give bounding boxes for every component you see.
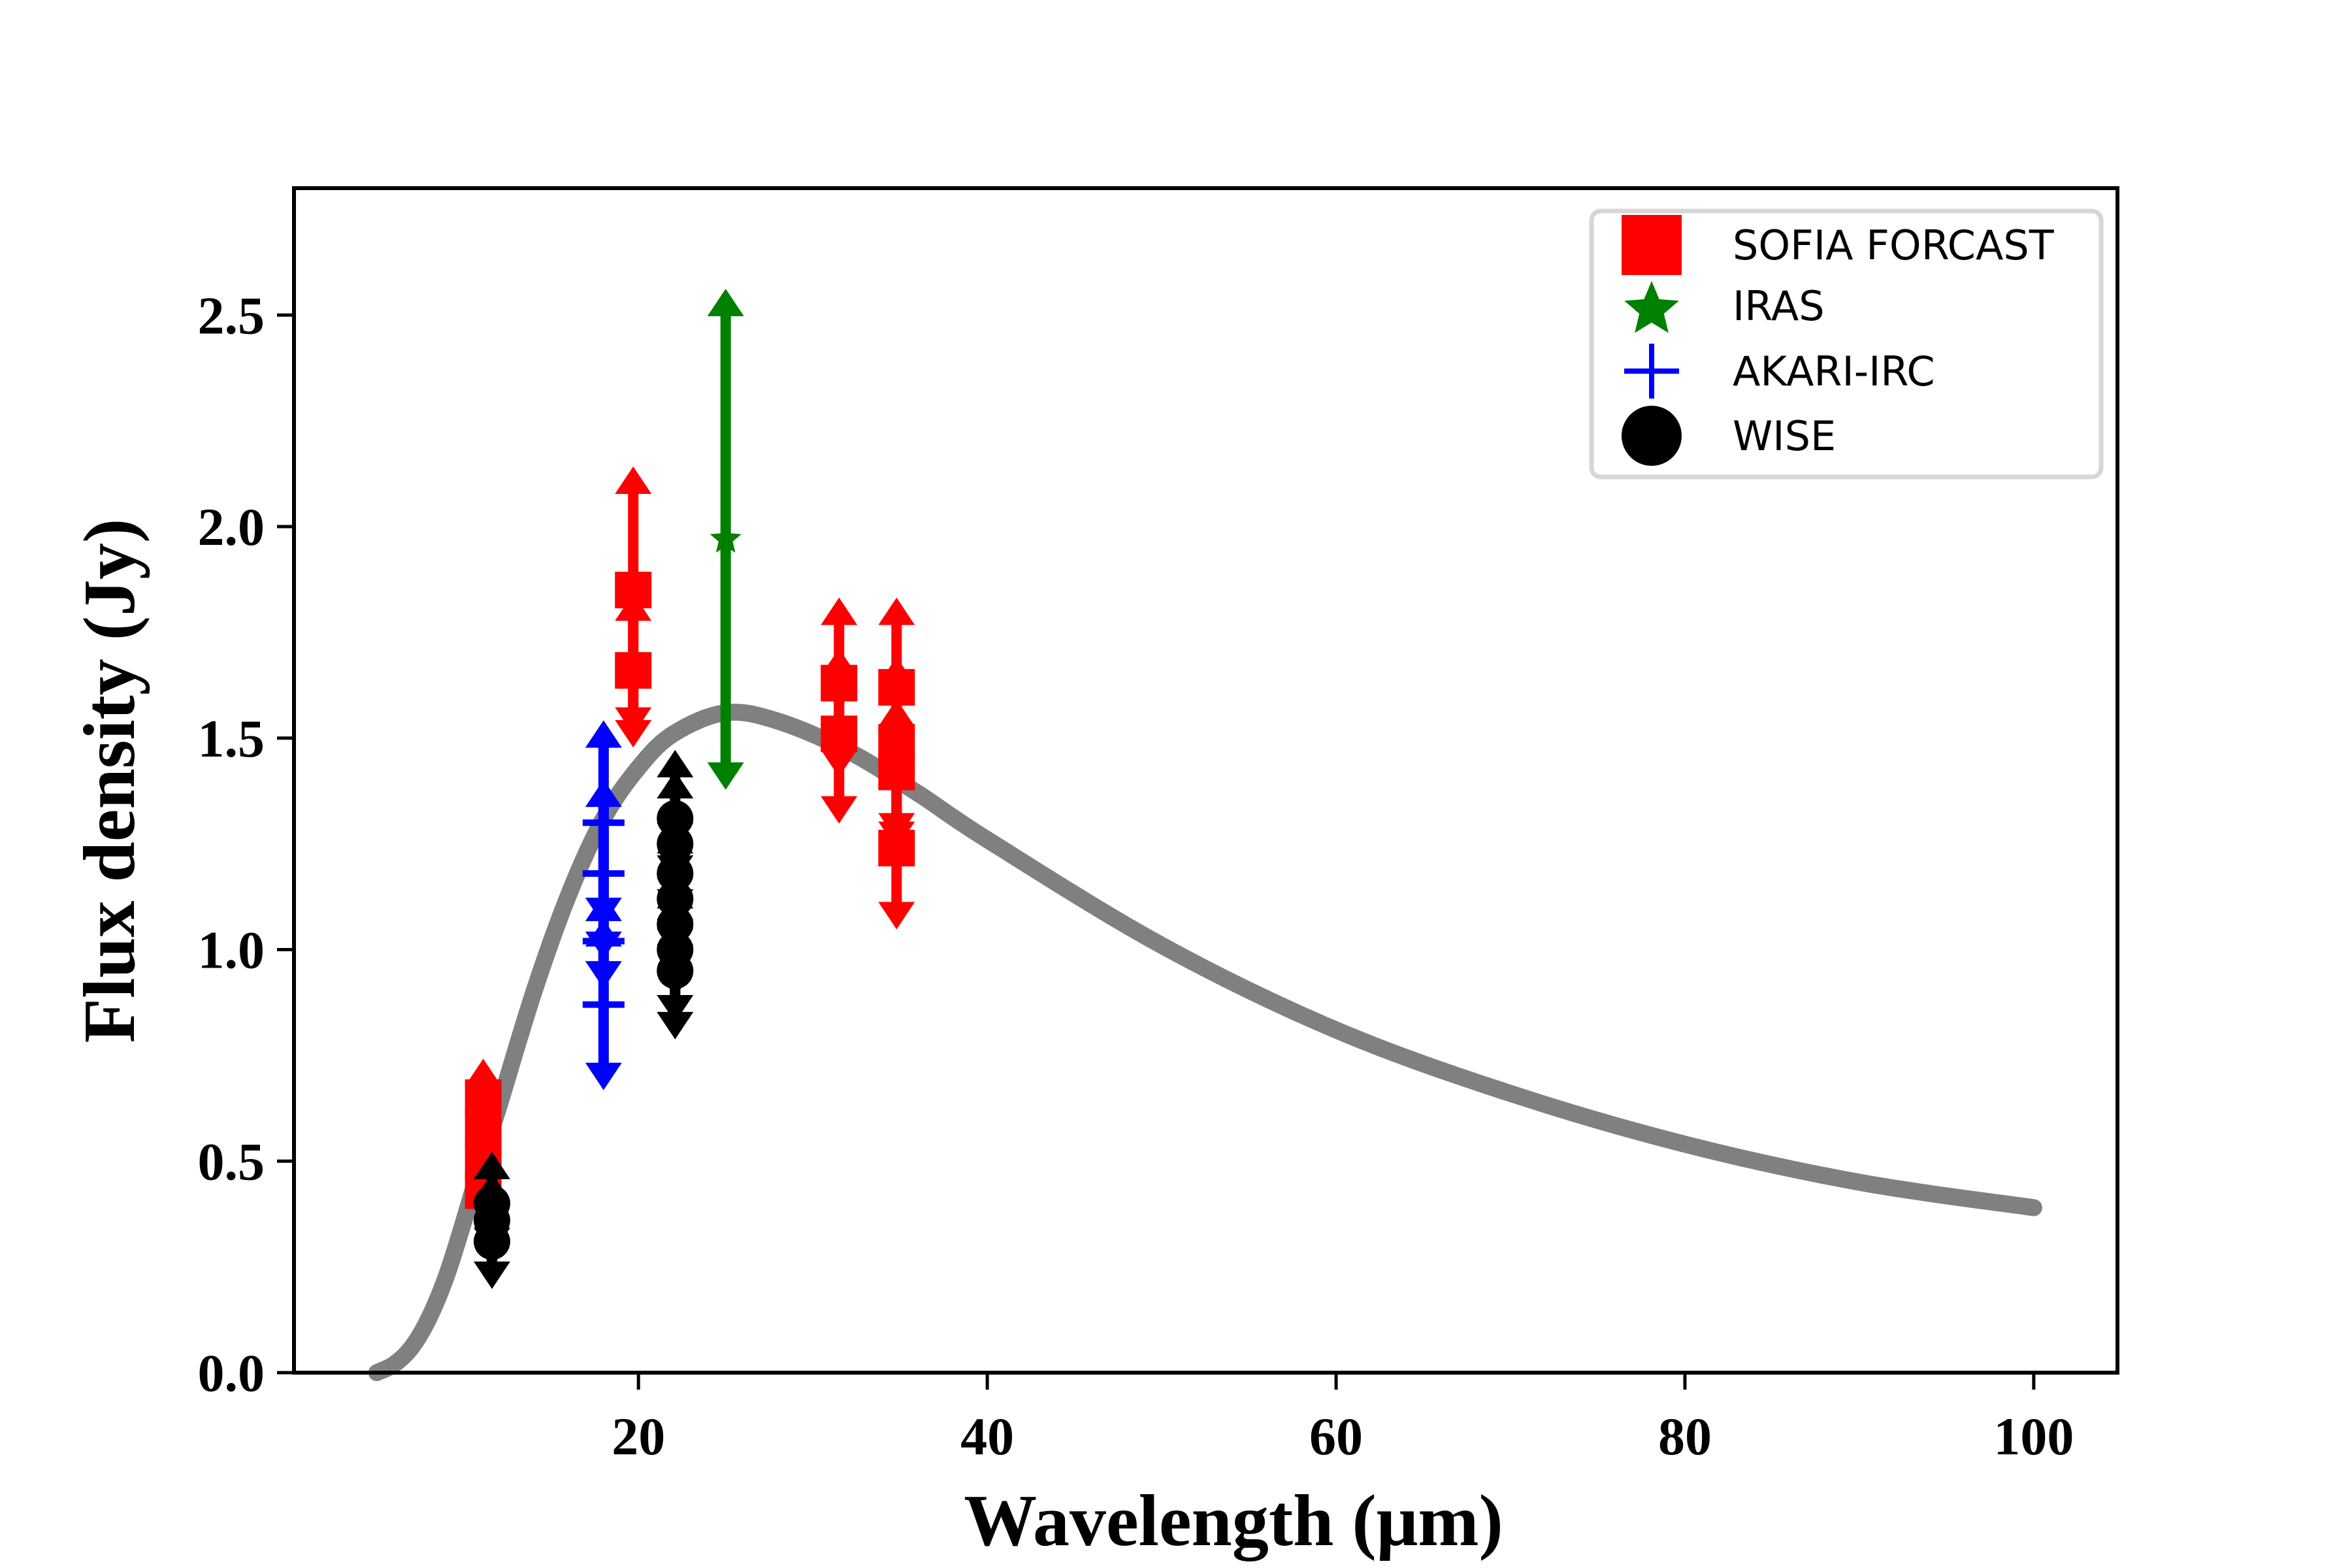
data-marker-square — [878, 830, 915, 867]
upper-limit-arrow — [878, 597, 915, 625]
x-tick-label: 60 — [1309, 1407, 1363, 1466]
x-tick-label: 100 — [1993, 1407, 2074, 1466]
upper-limit-arrow — [707, 289, 744, 316]
upper-limit-arrow — [473, 1173, 510, 1201]
upper-limit-arrow — [657, 826, 694, 854]
y-tick-label: 0.5 — [198, 1132, 265, 1191]
data-point-sofia-forcast — [821, 648, 858, 824]
upper-limit-arrow — [615, 593, 652, 621]
upper-limit-arrow — [465, 1088, 502, 1116]
legend-star-icon — [1624, 281, 1679, 333]
legend-item-wise: WISE — [1622, 406, 1836, 466]
upper-limit-arrow — [657, 881, 694, 909]
legend-item-sofia-forcast: SOFIA FORCAST — [1622, 215, 2055, 275]
data-marker-circle — [657, 952, 694, 989]
y-tick-label: 1.0 — [198, 921, 265, 980]
legend: SOFIA FORCAST IRAS AKARI-IRC WISE — [1589, 208, 2104, 480]
lower-limit-arrow — [615, 720, 652, 748]
axes-frame — [292, 186, 2119, 1375]
model-curve-layer — [368, 704, 2042, 1381]
data-marker-star — [710, 523, 742, 553]
upper-limit-arrow — [657, 749, 694, 777]
upper-limit-arrow — [585, 919, 622, 947]
x-tick-label: 80 — [1658, 1407, 1712, 1466]
model-sed-curve — [368, 704, 2042, 1381]
lower-limit-arrow — [707, 762, 744, 790]
series-wise — [473, 749, 694, 1289]
series-akari-irc — [582, 720, 625, 1090]
lower-limit-arrow — [878, 902, 915, 930]
lower-limit-arrow — [657, 1011, 694, 1039]
data-marker-circle — [473, 1223, 510, 1260]
upper-limit-arrow — [473, 1194, 510, 1222]
y-tick-label: 2.5 — [198, 286, 265, 345]
legend-label: WISE — [1733, 412, 1836, 460]
legend-label: IRAS — [1733, 282, 1825, 330]
upper-limit-arrow — [657, 851, 694, 879]
data-points-layer — [465, 289, 915, 1289]
legend-label: SOFIA FORCAST — [1733, 221, 2055, 269]
legend-circle-icon — [1622, 406, 1682, 466]
upper-limit-arrow — [657, 796, 694, 824]
legend-square-icon — [1622, 215, 1682, 275]
series-iras — [707, 289, 744, 790]
data-marker-square — [821, 715, 858, 753]
legend-label: AKARI-IRC — [1733, 348, 1935, 395]
upper-limit-arrow — [878, 699, 915, 727]
legend-frame — [1589, 208, 2104, 480]
lower-limit-arrow — [821, 796, 858, 824]
x-tick-label: 40 — [960, 1407, 1014, 1466]
upper-limit-arrow — [585, 893, 622, 921]
legend-item-akari-irc: AKARI-IRC — [1624, 344, 1935, 399]
x-axis-label: Wavelength (μm) — [964, 1480, 1503, 1561]
upper-limit-arrow — [821, 597, 858, 625]
data-point-sofia-forcast — [615, 593, 652, 748]
upper-limit-arrow — [657, 902, 694, 930]
data-point-akari-irc — [582, 919, 625, 1090]
upper-limit-arrow — [657, 771, 694, 799]
data-point-sofia-forcast — [878, 762, 915, 930]
upper-limit-arrow — [615, 466, 652, 494]
upper-limit-arrow — [473, 1151, 510, 1179]
legend-item-iras: IRAS — [1624, 281, 1825, 333]
data-point-iras — [707, 289, 744, 790]
lower-limit-arrow — [585, 1062, 622, 1090]
data-marker-square — [615, 652, 652, 689]
y-tick-label: 0.0 — [198, 1343, 265, 1403]
data-point-wise — [657, 902, 694, 1039]
upper-limit-arrow — [878, 762, 915, 791]
upper-limit-arrow — [585, 720, 622, 748]
y-axis-label: Flux density (Jy) — [69, 519, 150, 1043]
x-tick-label: 20 — [612, 1407, 665, 1466]
upper-limit-arrow — [821, 648, 858, 676]
data-point-wise — [473, 1194, 510, 1289]
upper-limit-arrow — [585, 779, 622, 808]
y-tick-label: 2.0 — [198, 497, 265, 557]
y-axis-ticks: 0.0 0.5 1.0 1.5 2.0 2.5 — [198, 286, 294, 1403]
upper-limit-arrow — [465, 1122, 502, 1150]
upper-limit-arrow — [878, 657, 915, 685]
upper-limit-arrow — [465, 1058, 502, 1086]
x-axis-ticks: 20 40 60 80 100 — [612, 1373, 2074, 1466]
lower-limit-arrow — [473, 1261, 510, 1289]
y-tick-label: 1.5 — [198, 709, 265, 768]
